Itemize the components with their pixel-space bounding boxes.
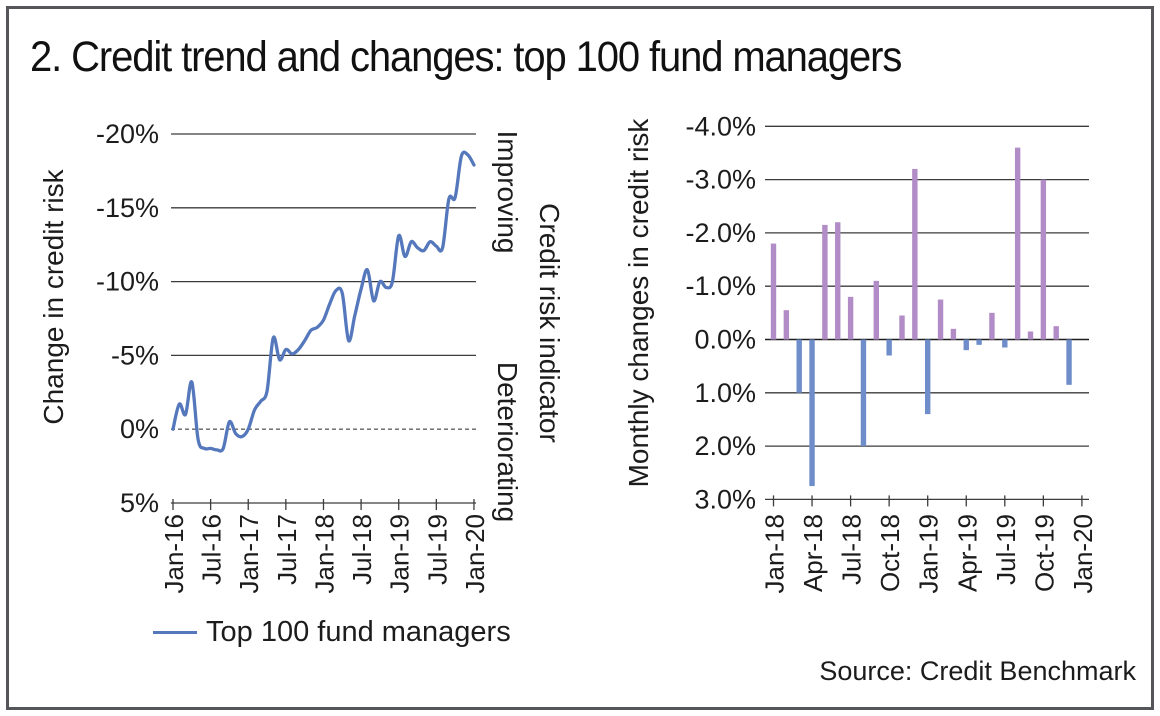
right-y-tick-label: -4.0% — [685, 111, 756, 141]
right-x-tick-label: Jan-20 — [1068, 514, 1098, 594]
left-x-tick-label: Jan-18 — [309, 514, 339, 594]
bar-improving — [783, 310, 790, 340]
right-x-tick-label: Jul-18 — [837, 514, 867, 585]
left-y-tick-label: -10% — [96, 267, 159, 297]
bar-deteriorating — [976, 339, 982, 345]
bar-deteriorating — [1002, 339, 1008, 348]
right-x-tick-label: Oct-18 — [875, 514, 905, 592]
left-x-tick-label: Jul-18 — [347, 514, 377, 585]
bar-improving — [835, 222, 841, 340]
right-x-tick-label: Apr-18 — [798, 514, 828, 592]
right-chart-y-axis-title: Monthly changes in credit risk — [623, 118, 654, 488]
right-y-tick-label: -1.0% — [685, 271, 756, 301]
left-x-tick-label: Jan-16 — [159, 514, 189, 594]
right-x-tick-label: Jan-19 — [914, 514, 944, 594]
bar-improving — [950, 328, 957, 340]
figure-title: 2. Credit trend and changes: top 100 fun… — [30, 33, 902, 81]
left-x-tick-label: Jan-19 — [385, 514, 415, 594]
bar-improving — [1040, 179, 1047, 340]
right-x-tick-label: Jan-18 — [760, 514, 790, 594]
legend-label: Top 100 fund managers — [206, 616, 511, 648]
deteriorating-label: Deteriorating — [492, 361, 523, 523]
bar-improving — [912, 168, 918, 340]
bar-improving — [1027, 331, 1034, 340]
left-y-tick-label: 5% — [120, 488, 159, 518]
bar-improving — [847, 296, 854, 340]
right-y-tick-label: 1.0% — [694, 378, 756, 408]
left-y-tick-label: -15% — [96, 193, 159, 223]
credit-risk-indicator-label: Credit risk indicator — [534, 203, 565, 443]
bar-improving — [770, 243, 777, 340]
left-x-tick-label: Jan-20 — [460, 514, 490, 594]
bar-deteriorating — [809, 339, 815, 487]
bar-improving — [873, 280, 879, 340]
bar-improving — [937, 299, 944, 340]
right-x-tick-label: Oct-19 — [1029, 514, 1059, 592]
right-y-tick-label: 0.0% — [694, 325, 756, 355]
bar-improving — [822, 224, 828, 340]
bar-deteriorating — [963, 339, 969, 351]
bar-improving — [1053, 326, 1059, 340]
left-x-tick-label: Jul-16 — [197, 514, 227, 585]
right-y-tick-label: -2.0% — [685, 218, 756, 248]
bar-deteriorating — [1066, 339, 1072, 385]
source-credit: Source: Credit Benchmark — [819, 656, 1136, 686]
bar-improving — [989, 312, 995, 340]
left-y-tick-label: -20% — [96, 119, 159, 149]
legend-line-swatch — [153, 631, 197, 634]
left-y-tick-label: 0% — [120, 414, 159, 444]
legend: Top 100 fund managers — [153, 616, 511, 649]
left-chart-y-axis-title: Change in credit risk — [38, 169, 69, 425]
left-x-tick-label: Jul-17 — [272, 514, 302, 585]
bar-improving — [899, 315, 905, 340]
right-x-tick-label: Apr-19 — [952, 514, 982, 592]
right-y-tick-label: -3.0% — [685, 165, 756, 195]
bar-deteriorating — [796, 339, 802, 393]
bar-deteriorating — [925, 339, 931, 415]
bar-deteriorating — [860, 339, 867, 447]
improving-label: Improving — [492, 130, 523, 254]
left-y-tick-label: -5% — [111, 340, 159, 370]
left-x-tick-label: Jan-17 — [234, 514, 264, 594]
bar-deteriorating — [886, 339, 892, 356]
line-series-top-100-fund-managers — [171, 150, 476, 453]
right-x-tick-label: Jul-19 — [991, 514, 1021, 585]
left-x-tick-label: Jul-19 — [422, 514, 452, 585]
right-y-tick-label: 3.0% — [694, 484, 756, 514]
bar-improving — [1014, 147, 1021, 340]
right-y-tick-label: 2.0% — [694, 431, 756, 461]
